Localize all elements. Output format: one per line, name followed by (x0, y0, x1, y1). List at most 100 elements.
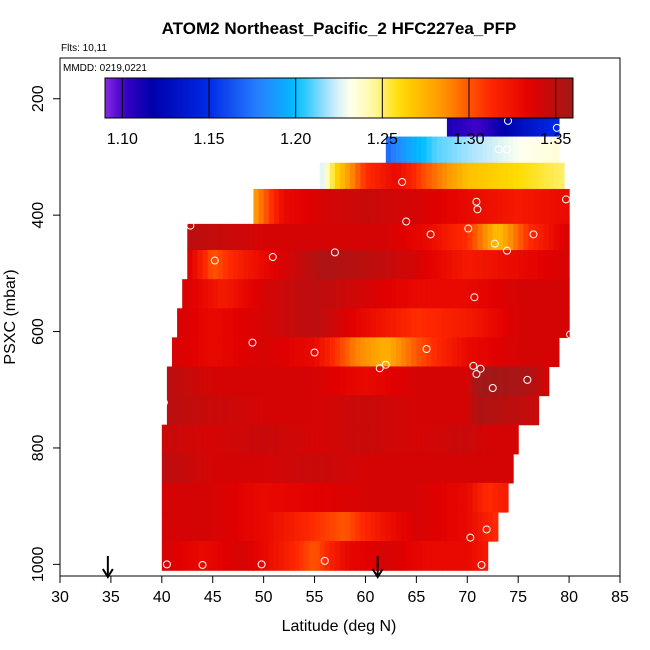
heatmap-cell (329, 424, 336, 455)
heatmap-cell (446, 107, 453, 138)
heatmap-cell (365, 482, 372, 513)
heatmap-cell (238, 511, 244, 542)
heatmap-cell (202, 279, 209, 309)
heatmap-cell (309, 337, 316, 368)
heatmap-cell (192, 395, 199, 426)
heatmap-cell (518, 107, 524, 138)
heatmap-cell (462, 162, 468, 190)
heatmap-cell (564, 279, 570, 309)
heatmap-cell (258, 279, 265, 309)
heatmap-cell (197, 337, 204, 368)
heatmap-cell (528, 337, 535, 368)
heatmap-cell (248, 541, 255, 571)
chart-title: ATOM2 Northeast_Pacific_2 HFC227ea_PFP (162, 19, 517, 38)
heatmap-cell (360, 308, 367, 338)
heatmap-cell (258, 188, 265, 225)
sample-point (210, 256, 219, 265)
heatmap-cell (187, 223, 193, 251)
heatmap-cell (294, 424, 300, 455)
heatmap-cell (192, 424, 199, 455)
heatmap-cell (294, 511, 300, 542)
heatmap-cell (294, 453, 300, 484)
heatmap-cell (497, 366, 504, 397)
arrow-marker (371, 556, 384, 579)
heatmap-cell (233, 395, 239, 426)
heatmap-cell (375, 511, 382, 542)
heatmap-cell (314, 366, 321, 397)
heatmap-cell (487, 482, 494, 513)
heatmap-cell (482, 162, 489, 190)
heatmap-cell (258, 511, 265, 542)
heatmap-cell (426, 162, 433, 190)
heatmap-cell (340, 188, 346, 225)
heatmap-cell (452, 250, 458, 280)
heatmap-cell (207, 250, 214, 280)
heatmap-cell (263, 511, 270, 542)
heatmap-cell (243, 482, 249, 513)
heatmap-cell (380, 250, 387, 280)
heatmap-cell (182, 511, 188, 542)
heatmap-cell (212, 453, 219, 484)
heatmap-cell (548, 162, 555, 190)
heatmap-cell (472, 308, 479, 338)
heatmap-cell (273, 453, 280, 484)
heatmap-cell (233, 223, 239, 251)
heatmap-cell (299, 424, 305, 455)
heatmap-cell (294, 482, 300, 513)
heatmap-cell (273, 188, 280, 225)
heatmap-cell (334, 482, 341, 513)
heatmap-cell (401, 395, 407, 426)
heatmap-cell (345, 395, 351, 426)
heatmap-cell (319, 308, 326, 338)
heatmap-cell (508, 223, 514, 251)
heatmap-cell (212, 223, 219, 251)
heatmap-cell (284, 482, 290, 513)
heatmap-cell (314, 424, 321, 455)
heatmap-cell (360, 162, 367, 190)
heatmap-cell (406, 424, 412, 455)
heatmap-cell (329, 279, 336, 309)
heatmap-cell (166, 482, 173, 513)
heatmap-cell (411, 541, 417, 571)
heatmap-cell (406, 136, 412, 164)
heatmap-cell (508, 395, 514, 426)
heatmap-cell (401, 337, 407, 368)
heatmap-cell (477, 337, 484, 368)
heatmap-cell (202, 337, 209, 368)
heatmap-cell (222, 511, 229, 542)
heatmap-cell (482, 107, 489, 138)
heatmap-cell (278, 511, 285, 542)
heatmap-cell (482, 337, 489, 368)
heatmap-cell (238, 366, 244, 397)
heatmap-cell (452, 424, 458, 455)
heatmap-cell (217, 279, 224, 309)
heatmap-cell (289, 424, 295, 455)
sample-point (248, 338, 257, 347)
sample-point (375, 364, 384, 373)
heatmap-cell (222, 279, 229, 309)
heatmap-cell (294, 188, 300, 225)
heatmap-cell (268, 541, 275, 571)
heatmap-cell (329, 250, 336, 280)
heatmap-cell (446, 337, 453, 368)
heatmap-cell (533, 337, 540, 368)
heatmap-cell (558, 250, 565, 280)
heatmap-cell (212, 482, 219, 513)
heatmap-cell (233, 511, 239, 542)
heatmap-cell (365, 395, 372, 426)
heatmap-cell (207, 424, 214, 455)
heatmap-cell (502, 453, 509, 484)
heatmap-cell (533, 136, 540, 164)
heatmap-cell (482, 511, 489, 542)
heatmap-cell (258, 424, 265, 455)
heatmap-cell (416, 223, 423, 251)
heatmap-cell (472, 162, 479, 190)
heatmap-cell (253, 424, 260, 455)
heatmap-cell (558, 223, 565, 251)
heatmap-cell (467, 482, 473, 513)
heatmap-cell (284, 279, 290, 309)
heatmap-cell (538, 107, 545, 138)
heatmap-cell (426, 541, 433, 571)
heatmap-cell (390, 453, 397, 484)
heatmap-cell (243, 279, 249, 309)
